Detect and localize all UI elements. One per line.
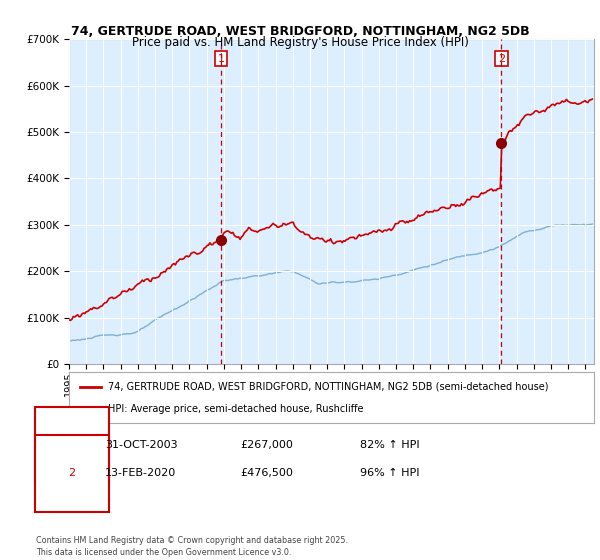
Text: 13-FEB-2020: 13-FEB-2020 [105, 468, 176, 478]
Text: 1: 1 [68, 440, 76, 450]
Text: 2: 2 [498, 54, 505, 64]
Text: £267,000: £267,000 [240, 440, 293, 450]
Text: 31-OCT-2003: 31-OCT-2003 [105, 440, 178, 450]
Text: 2: 2 [68, 468, 76, 478]
Text: Contains HM Land Registry data © Crown copyright and database right 2025.
This d: Contains HM Land Registry data © Crown c… [36, 536, 348, 557]
Text: £476,500: £476,500 [240, 468, 293, 478]
Text: 74, GERTRUDE ROAD, WEST BRIDGFORD, NOTTINGHAM, NG2 5DB (semi-detached house): 74, GERTRUDE ROAD, WEST BRIDGFORD, NOTTI… [109, 381, 549, 391]
Text: Price paid vs. HM Land Registry's House Price Index (HPI): Price paid vs. HM Land Registry's House … [131, 36, 469, 49]
Text: 82% ↑ HPI: 82% ↑ HPI [360, 440, 419, 450]
Text: HPI: Average price, semi-detached house, Rushcliffe: HPI: Average price, semi-detached house,… [109, 404, 364, 414]
Text: 1: 1 [217, 54, 224, 64]
Text: 74, GERTRUDE ROAD, WEST BRIDGFORD, NOTTINGHAM, NG2 5DB: 74, GERTRUDE ROAD, WEST BRIDGFORD, NOTTI… [71, 25, 529, 38]
Text: 96% ↑ HPI: 96% ↑ HPI [360, 468, 419, 478]
